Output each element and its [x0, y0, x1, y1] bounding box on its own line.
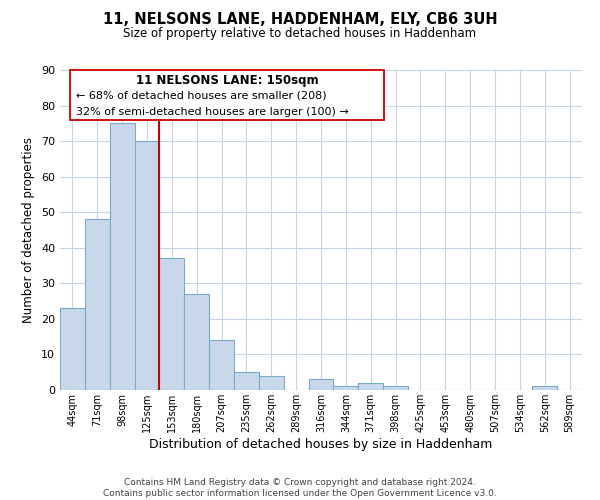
- Text: Size of property relative to detached houses in Haddenham: Size of property relative to detached ho…: [124, 28, 476, 40]
- Bar: [358, 383, 383, 390]
- X-axis label: Distribution of detached houses by size in Haddenham: Distribution of detached houses by size …: [149, 438, 493, 450]
- Bar: [234, 372, 259, 390]
- Bar: [160, 258, 184, 390]
- Text: ← 68% of detached houses are smaller (208): ← 68% of detached houses are smaller (20…: [76, 91, 326, 101]
- Y-axis label: Number of detached properties: Number of detached properties: [22, 137, 35, 323]
- Bar: [383, 386, 408, 390]
- Bar: [60, 308, 85, 390]
- Text: Contains HM Land Registry data © Crown copyright and database right 2024.
Contai: Contains HM Land Registry data © Crown c…: [103, 478, 497, 498]
- Bar: [259, 376, 284, 390]
- Bar: [209, 340, 234, 390]
- Bar: [184, 294, 209, 390]
- Bar: [110, 124, 134, 390]
- Text: 11, NELSONS LANE, HADDENHAM, ELY, CB6 3UH: 11, NELSONS LANE, HADDENHAM, ELY, CB6 3U…: [103, 12, 497, 28]
- FancyBboxPatch shape: [70, 70, 383, 119]
- Bar: [134, 141, 160, 390]
- Bar: [308, 380, 334, 390]
- Text: 32% of semi-detached houses are larger (100) →: 32% of semi-detached houses are larger (…: [76, 107, 349, 117]
- Text: 11 NELSONS LANE: 150sqm: 11 NELSONS LANE: 150sqm: [136, 74, 319, 87]
- Bar: [85, 220, 110, 390]
- Bar: [334, 386, 358, 390]
- Bar: [532, 386, 557, 390]
